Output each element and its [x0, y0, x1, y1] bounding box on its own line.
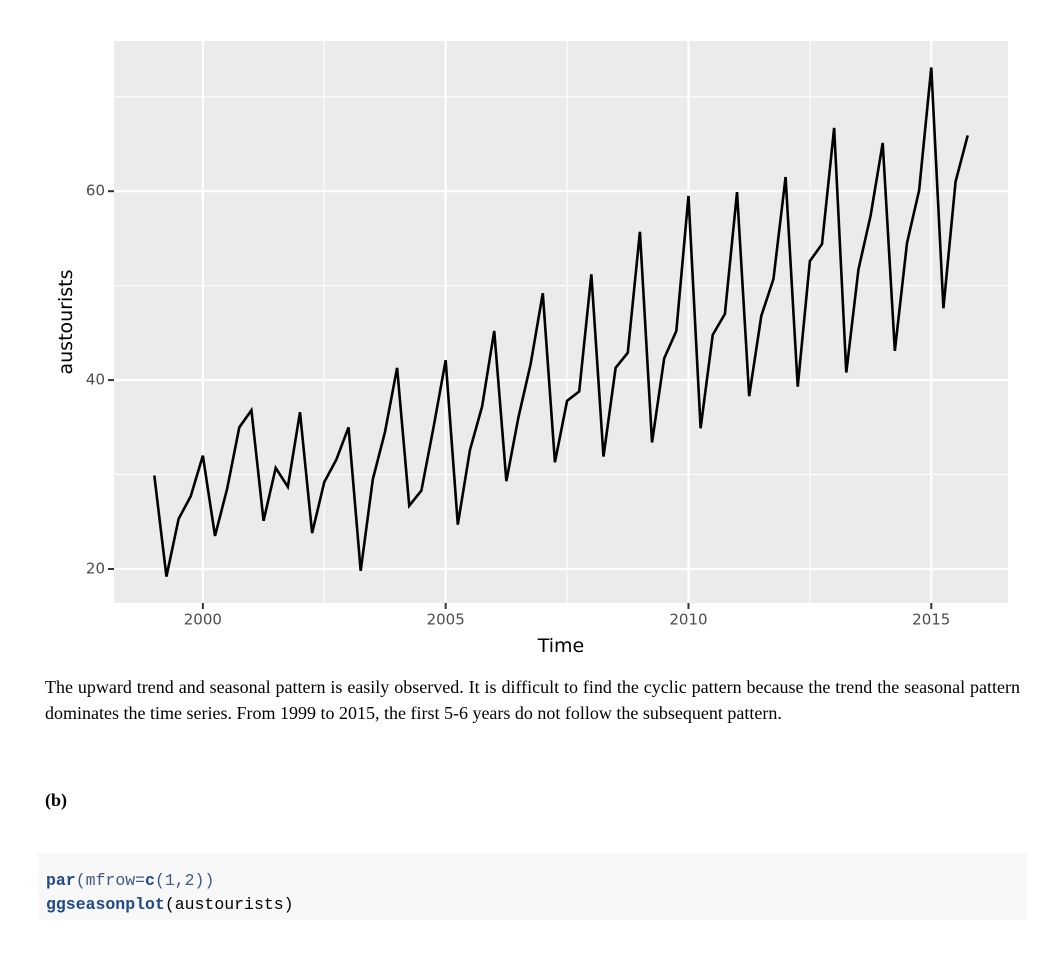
- code-token: (austourists): [164, 895, 294, 914]
- code-token: (mfrow=: [75, 871, 146, 890]
- y-tick-label: 60: [86, 182, 105, 200]
- x-axis-title: Time: [537, 635, 585, 657]
- code-token: c: [145, 871, 155, 890]
- chart: Time austourists 20 40 60 2000 2005 2010 2015: [55, 41, 1008, 657]
- y-tick-label: 40: [86, 371, 105, 389]
- y-tick-label: 20: [86, 559, 105, 577]
- code-line: par(mfrow=c(1,2)): [46, 869, 1027, 893]
- code-block: par(mfrow=c(1,2)) ggseasonplot(austouris…: [38, 853, 1027, 920]
- panel: [114, 41, 1008, 603]
- x-tick-label: 2010: [669, 611, 707, 629]
- y-axis-title: austourists: [55, 269, 77, 374]
- x-tick-label: 2000: [184, 611, 222, 629]
- code-token: (1,2)): [154, 871, 215, 890]
- code-token: ggseasonplot: [46, 895, 165, 914]
- x-tick-label: 2015: [912, 611, 950, 629]
- code-line: ggseasonplot(austourists): [46, 893, 1027, 917]
- code-token: par: [46, 871, 76, 890]
- heading: (b): [45, 790, 67, 810]
- paragraph: The upward trend and seasonal pattern is…: [45, 677, 1020, 723]
- x-tick-label: 2005: [427, 611, 465, 629]
- line: [153, 67, 969, 577]
